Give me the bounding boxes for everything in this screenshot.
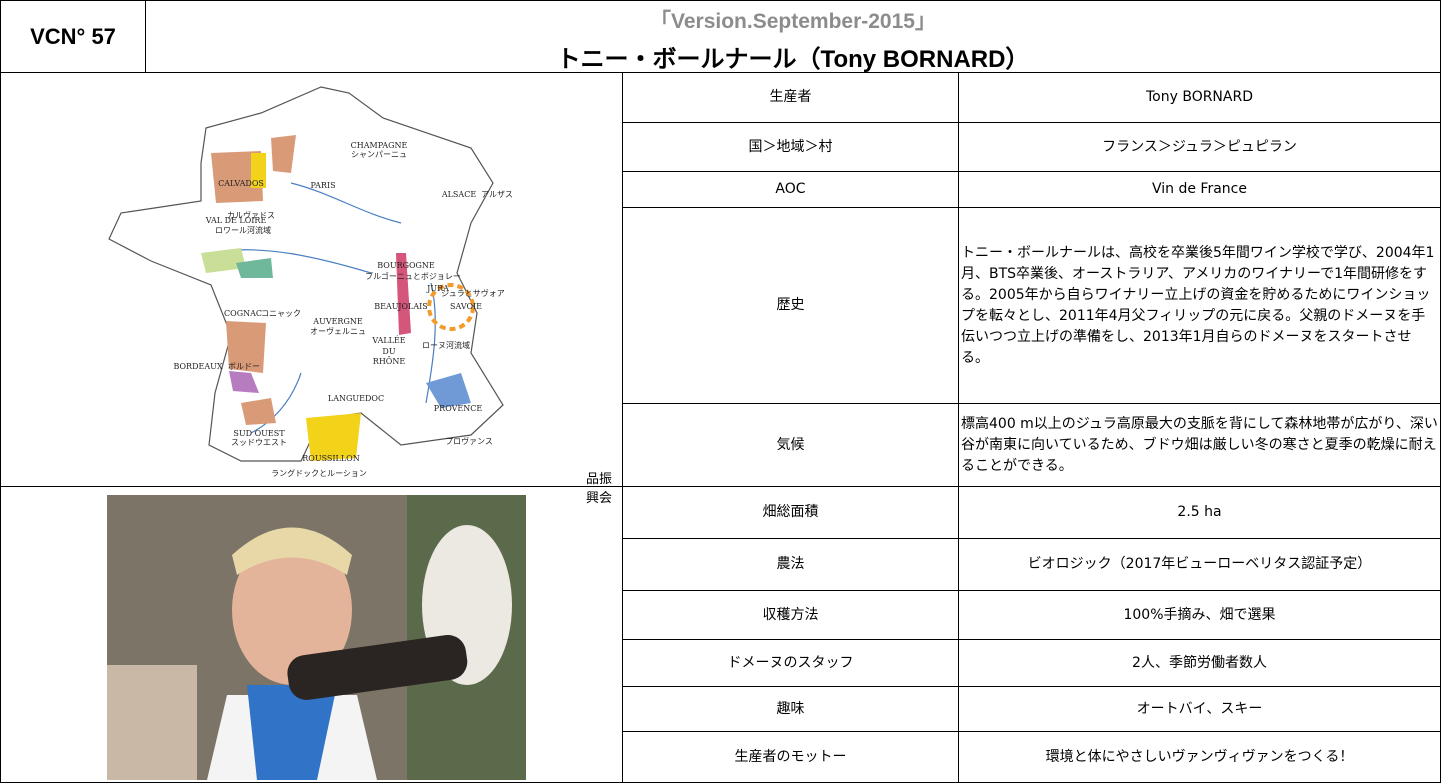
- map-label: VAL DE LOIRE: [205, 216, 267, 225]
- map-label: ロワール河流域: [215, 225, 271, 235]
- map-label: オーヴェルニュ: [310, 326, 366, 336]
- table-row: ドメーヌのスタッフ 2人、季節労働者数人: [622, 639, 1441, 687]
- region: [241, 398, 276, 425]
- table-row: AOC Vin de France: [622, 171, 1441, 208]
- map-label: JURA: [426, 284, 449, 293]
- row-label: AOC: [622, 171, 959, 208]
- row-label: 気候: [622, 403, 959, 487]
- row-label: 収穫方法: [622, 590, 959, 640]
- map-cell: CHAMPAGNE シャンパーニュ CALVADOS カルヴァドス PARIS ALSAC…: [0, 72, 623, 506]
- map-label: ローヌ河流域: [422, 340, 470, 350]
- version: 「Version.September-2015」: [650, 10, 936, 33]
- photo-cell: [0, 486, 623, 783]
- row-value: 2人、季節労働者数人: [958, 639, 1441, 687]
- table-row: 気候 標高400 m以上のジュラ高原最大の支脈を背にして森林地帯が広がり、深い谷が…: [622, 403, 1441, 487]
- region: [306, 413, 361, 461]
- map-label: SAVOIE: [450, 302, 482, 311]
- sheet-number: VCN° 57: [0, 0, 146, 73]
- row-label: 生産者: [622, 72, 959, 123]
- map-label: PROVENCE: [434, 404, 483, 413]
- row-value: オートバイ、スキー: [958, 686, 1441, 732]
- title: トニー・ボールナール（Tony BORNARD）: [556, 46, 1030, 73]
- header: 「Version.September-2015」 トニー・ボールナール（Tony…: [145, 0, 1441, 73]
- map-label: コニャック: [261, 309, 301, 318]
- row-value: Vin de France: [958, 171, 1441, 208]
- map-label: AUVERGNE: [312, 317, 363, 326]
- row-value: ビオロジック（2017年ビューローベリタス認証予定）: [958, 538, 1441, 591]
- row-label: 畑総面積: [622, 486, 959, 539]
- map-label: カルヴァドス: [227, 210, 275, 220]
- info-table: 生産者 Tony BORNARD 国＞地域＞村 フランス＞ジュラ＞ピュピラン AOC Vi…: [622, 72, 1441, 783]
- row-label: 国＞地域＞村: [622, 122, 959, 172]
- row-label: ドメーヌのスタッフ: [622, 639, 959, 687]
- region: [229, 371, 259, 393]
- row-value: 100%手摘み、畑で選果: [958, 590, 1441, 640]
- rivers: [210, 182, 436, 434]
- row-value: 標高400 m以上のジュラ高原最大の支脈を背にして森林地帯が広がり、深い谷が南東…: [958, 403, 1441, 487]
- map-label: アルザス: [481, 190, 513, 199]
- table-row: 収穫方法 100%手摘み、畑で選果: [622, 590, 1441, 640]
- region: [426, 373, 471, 408]
- table-row: 生産者 Tony BORNARD: [622, 72, 1441, 123]
- row-value: Tony BORNARD: [958, 72, 1441, 123]
- region: [211, 151, 263, 203]
- row-value: トニー・ボールナールは、高校を卒業後5年間ワイン学校で学び、2004年1月、BT…: [958, 207, 1441, 404]
- region: [251, 153, 266, 188]
- map-label: DU: [382, 347, 395, 356]
- map-label: ラングドックとルーション: [271, 468, 367, 478]
- table-row: 趣味 オートバイ、スキー: [622, 686, 1441, 732]
- map-label: ROUSSILLON: [302, 454, 360, 463]
- map-label: BOURGOGNE: [377, 261, 435, 270]
- region: [396, 253, 411, 335]
- map-label: プロヴァンス: [445, 436, 493, 446]
- region: [201, 248, 246, 273]
- map-label: スッドウエスト: [231, 438, 287, 447]
- jura-highlight: [427, 283, 475, 331]
- row-label: 趣味: [622, 686, 959, 732]
- row-label: 生産者のモットー: [622, 731, 959, 783]
- row-label: 農法: [622, 538, 959, 591]
- map-label: LANGUEDOC: [328, 394, 384, 403]
- map-label: SUD OUEST: [233, 429, 285, 438]
- table-row: 農法 ビオロジック（2017年ビューローベリタス認証予定）: [622, 538, 1441, 591]
- map-label: RHÔNE: [373, 357, 406, 366]
- row-value: 環境と体にやさしいヴァンヴィヴァンをつくる！: [958, 731, 1441, 783]
- photo: [107, 495, 526, 780]
- map-credit: 品振興会: [586, 472, 613, 506]
- region: [271, 135, 296, 173]
- map-label: シャンパーニュ: [351, 150, 407, 159]
- map-label: COGNAC: [224, 309, 262, 318]
- row-label: 歴史: [622, 207, 959, 404]
- map-label: ブルゴーニュとボジョレー: [365, 271, 461, 281]
- table-row: 歴史 トニー・ボールナールは、高校を卒業後5年間ワイン学校で学び、2004年1月、…: [622, 207, 1441, 404]
- map-label: ジュラとサヴォア: [441, 288, 504, 298]
- map-label: PARIS: [310, 181, 335, 190]
- table-row: 畑総面積 2.5 ha: [622, 486, 1441, 539]
- row-value: 2.5 ha: [958, 486, 1441, 539]
- table-row: 生産者のモットー 環境と体にやさしいヴァンヴィヴァンをつくる！: [622, 731, 1441, 783]
- map-label: VALLÉE: [371, 336, 405, 345]
- map-label: BEAUJOLAIS: [374, 302, 428, 311]
- map-label: BORDEAUX: [173, 362, 222, 371]
- map-label: CALVADOS: [218, 179, 264, 188]
- map-label: ボルドー: [228, 362, 260, 371]
- table-row: 国＞地域＞村 フランス＞ジュラ＞ピュピラン: [622, 122, 1441, 172]
- region: [236, 258, 273, 278]
- region: [226, 321, 266, 373]
- row-value: フランス＞ジュラ＞ピュピラン: [958, 122, 1441, 172]
- map-label: CHAMPAGNE: [351, 141, 408, 150]
- map-label: ALSACE: [441, 190, 476, 199]
